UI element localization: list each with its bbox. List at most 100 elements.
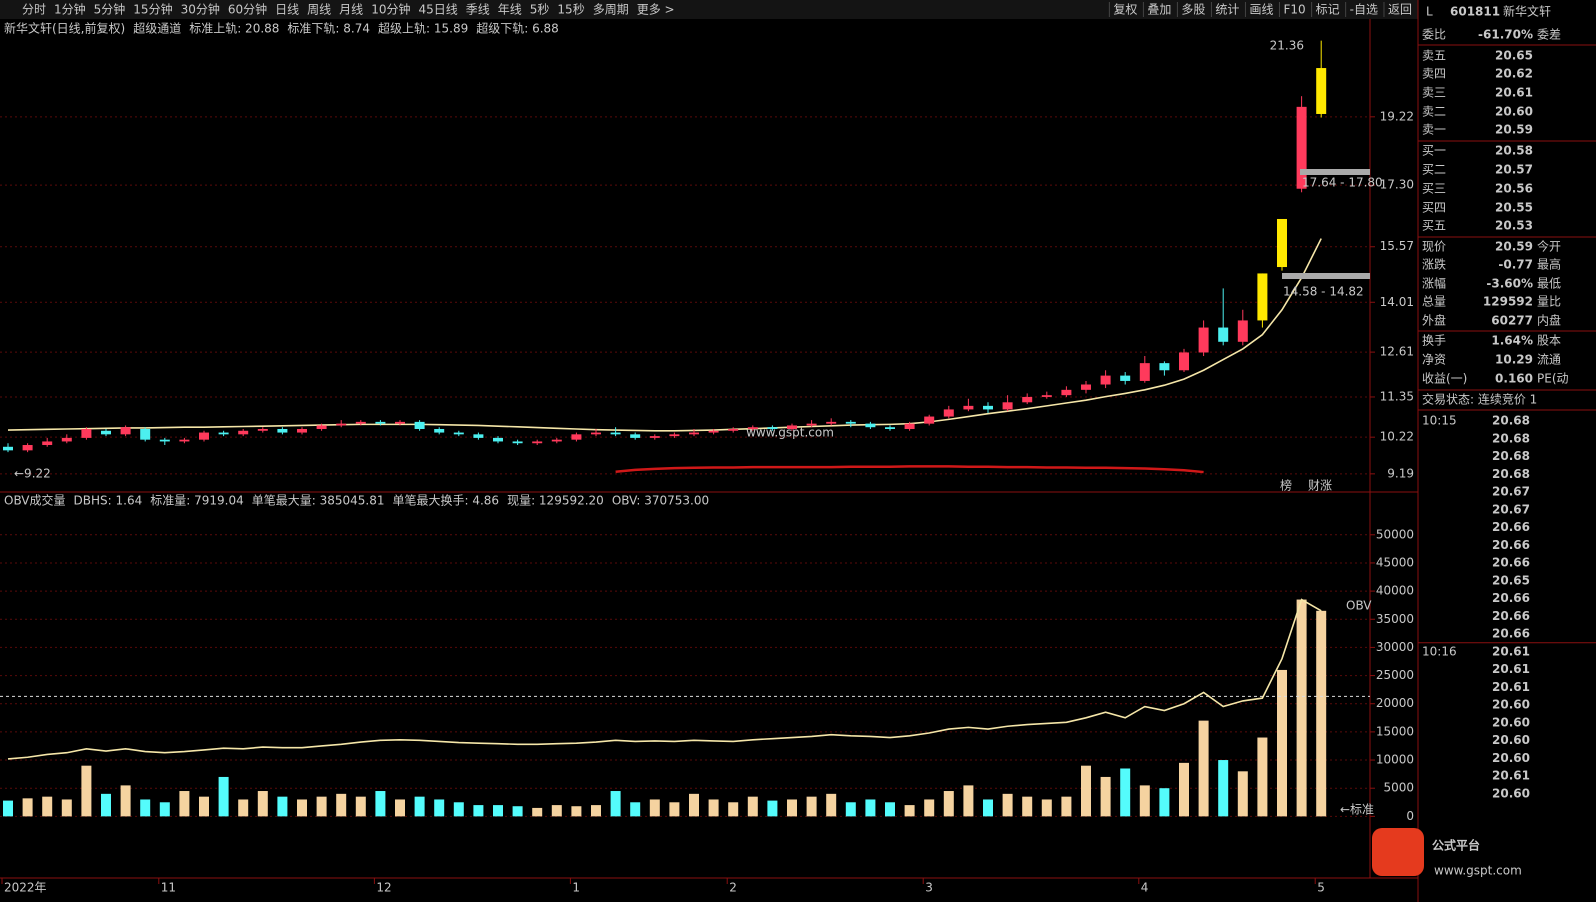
volume-bar <box>336 793 347 817</box>
toolbar-button[interactable]: 15分钟 <box>133 2 172 17</box>
toolbar-button[interactable]: 10分钟 <box>371 2 410 17</box>
y-tick-label: 20000 <box>1376 696 1414 710</box>
volume-bar <box>728 802 739 817</box>
annotation: 14.58 - 14.82 <box>1283 285 1364 299</box>
indicator-info: 单笔最大量: 385045.81 <box>252 493 385 508</box>
toolbar-button[interactable]: 45日线 <box>418 3 457 17</box>
candle-body <box>1179 352 1189 371</box>
volume-bar <box>493 805 503 817</box>
candle-body <box>591 432 601 435</box>
range-band <box>1300 169 1370 175</box>
y-tick-label: 0 <box>1406 809 1414 823</box>
tick-price: 20.68 <box>1492 449 1530 463</box>
toolbar-button[interactable]: 标记 <box>1316 3 1340 17</box>
candle-body <box>630 434 641 438</box>
tick-price: 20.66 <box>1492 556 1530 570</box>
volume-bar <box>375 791 386 817</box>
volume-bar <box>689 793 699 817</box>
volume-bar <box>1022 796 1033 817</box>
watermark: www.gspt.com <box>746 426 834 440</box>
toolbar <box>0 0 1418 19</box>
volume-bar <box>532 807 543 817</box>
toolbar-button[interactable]: 30分钟 <box>181 2 220 17</box>
quote-label: 委比 <box>1422 28 1446 42</box>
quote-value: 20.59 <box>1495 123 1533 137</box>
candle-body <box>571 434 582 440</box>
volume-bar <box>1081 765 1091 817</box>
candle-body <box>257 428 268 431</box>
candle-body <box>904 423 915 429</box>
volume-bar <box>355 796 366 817</box>
toolbar-button[interactable]: 统计 <box>1215 3 1239 17</box>
volume-bar <box>649 799 660 817</box>
x-tick-label: 11 <box>161 881 176 895</box>
toolbar-button[interactable]: 复权 <box>1113 3 1137 17</box>
volume-bar <box>983 799 993 817</box>
annotation: 榜 <box>1280 478 1292 493</box>
annotation: OBV <box>1346 599 1372 613</box>
indicator-info: 超级上轨: 15.89 <box>378 21 468 36</box>
toolbar-button[interactable]: -自选 <box>1350 3 1378 17</box>
x-tick-label: 2022年 <box>4 881 47 895</box>
stock-code: 601811 <box>1450 5 1500 19</box>
y-tick-label: 35000 <box>1376 612 1414 626</box>
quote-label: 换手 <box>1422 334 1446 348</box>
quote-label: 买四 <box>1422 201 1446 215</box>
toolbar-button[interactable]: 分时 <box>22 3 46 17</box>
candle-body <box>1316 68 1327 114</box>
tick-price: 20.66 <box>1492 520 1530 534</box>
candle-body <box>1277 218 1287 268</box>
volume-bar <box>963 785 974 817</box>
candle-body <box>101 430 111 435</box>
volume-bar <box>453 802 464 817</box>
toolbar-button[interactable]: 更多 > <box>637 3 675 17</box>
toolbar-button[interactable]: 周线 <box>307 3 331 17</box>
candle-body <box>159 439 170 442</box>
volume-bar <box>1061 796 1072 817</box>
quote-label: PE(动 <box>1537 372 1569 386</box>
volume-bar <box>943 791 954 817</box>
volume-bar <box>101 793 111 817</box>
candle-body <box>42 441 53 446</box>
tick-price: 20.67 <box>1492 502 1530 516</box>
toolbar-button[interactable]: 日线 <box>275 3 299 17</box>
annotation: 17.64 - 17.80 <box>1302 176 1383 190</box>
volume-bar <box>1139 785 1150 817</box>
tick-price: 20.65 <box>1492 573 1530 587</box>
candle-body <box>81 428 92 438</box>
volume-bar <box>845 802 856 817</box>
toolbar-button[interactable]: 60分钟 <box>228 2 267 17</box>
toolbar-button[interactable]: 画线 <box>1249 3 1273 17</box>
toolbar-button[interactable]: 1分钟 <box>54 2 86 17</box>
x-tick-label: 4 <box>1141 881 1149 895</box>
toolbar-button[interactable]: 15秒 <box>557 3 584 17</box>
toolbar-button[interactable]: 年线 <box>498 3 522 17</box>
toolbar-button[interactable]: 月线 <box>339 3 363 17</box>
volume-bar <box>1120 768 1131 817</box>
toolbar-button[interactable]: 季线 <box>466 3 490 17</box>
toolbar-button[interactable]: 多股 <box>1181 3 1205 17</box>
toolbar-button[interactable]: 5分钟 <box>94 2 126 17</box>
toolbar-button[interactable]: 叠加 <box>1147 3 1171 17</box>
quote-value: 20.59 <box>1495 240 1533 254</box>
quote-value: 129592 <box>1483 295 1533 309</box>
quote-label: 卖二 <box>1422 105 1446 119</box>
volume-bar <box>140 799 151 817</box>
y-tick-label: 19.22 <box>1380 109 1414 123</box>
toolbar-button[interactable]: 多周期 <box>593 3 629 17</box>
toolbar-button[interactable]: 返回 <box>1388 3 1412 17</box>
quote-value: -3.60% <box>1486 277 1533 291</box>
quote-label: 最高 <box>1537 257 1561 272</box>
toolbar-button[interactable]: 5秒 <box>530 3 550 17</box>
x-tick-label: 1 <box>572 881 580 895</box>
candle-body <box>414 421 425 429</box>
volume-bar <box>767 800 778 817</box>
volume-bar <box>747 796 758 817</box>
volume-bar <box>1218 760 1229 817</box>
toolbar-button[interactable]: F10 <box>1283 3 1305 17</box>
candle-body <box>493 437 503 442</box>
quote-label: 最低 <box>1537 277 1561 291</box>
volume-bar <box>1296 599 1307 817</box>
candle-body <box>1061 389 1072 396</box>
y-tick-label: 15.57 <box>1380 239 1414 253</box>
